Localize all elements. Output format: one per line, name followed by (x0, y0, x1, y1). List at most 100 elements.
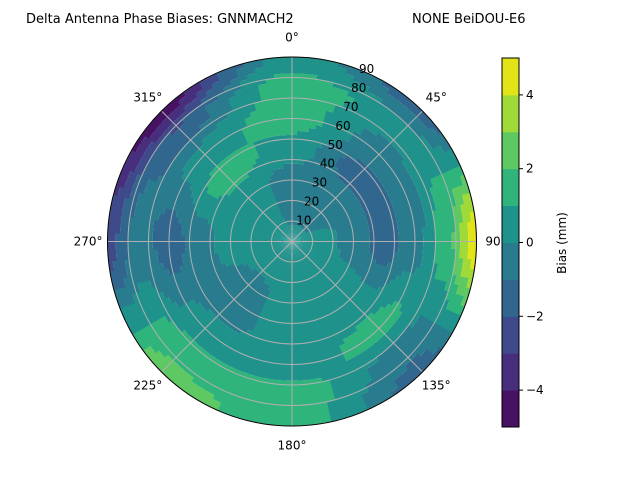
contour-cell (171, 301, 203, 327)
colorbar-band (502, 353, 519, 391)
contour-cell (455, 249, 460, 260)
contour-cell (300, 166, 340, 228)
contour-cell (403, 325, 439, 356)
contour-cell (244, 116, 260, 143)
contour-cell (194, 103, 213, 123)
contour-cell (246, 170, 292, 242)
contour-cell (113, 183, 121, 196)
contour-cell (300, 172, 341, 229)
contour-cell (381, 81, 394, 91)
contour-cell (271, 57, 285, 75)
contour-cell (394, 103, 411, 121)
contour-cell (357, 182, 385, 203)
colorbar-tick-label: 2 (526, 162, 534, 176)
contour-cell (338, 253, 404, 278)
contour-cell (194, 148, 218, 171)
contour-cell (125, 261, 164, 278)
contour-cell (254, 100, 271, 139)
contour-cell (422, 127, 439, 144)
contour-cell (255, 241, 292, 271)
theta-tick-label: 0° (285, 31, 299, 45)
contour-cell (204, 102, 223, 125)
colorbar-band (502, 205, 519, 243)
contour-cell (375, 84, 392, 102)
angular-gridline (291, 241, 423, 373)
contour-cell (334, 156, 347, 170)
contour-cell (444, 291, 464, 308)
contour-cell (141, 166, 161, 183)
contour-cell (305, 195, 358, 233)
contour-cell (316, 110, 335, 149)
contour-cell (292, 231, 337, 242)
contour-cell (161, 263, 236, 299)
contour-cell (422, 240, 436, 250)
contour-cell (181, 113, 203, 136)
contour-cell (351, 131, 378, 163)
contour-cell (343, 161, 368, 187)
contour-cell (368, 343, 383, 359)
contour-cell (252, 162, 292, 242)
contour-cell (367, 76, 386, 97)
contour-cell (216, 161, 241, 187)
contour-cell (346, 165, 372, 190)
contour-cell (351, 330, 370, 352)
contour-cell (445, 300, 465, 318)
chart-title-right: NONE BeiDOU-E6 (412, 12, 526, 27)
contour-cell (386, 179, 416, 199)
contour-cell (137, 191, 199, 217)
contour-cell (298, 140, 343, 227)
contour-cell (241, 126, 261, 160)
contour-cell (386, 261, 417, 276)
contour-cell (123, 267, 170, 287)
contour-cell (212, 271, 261, 318)
contour-cell (285, 221, 292, 242)
contour-cell (413, 122, 430, 139)
contour-cell (381, 347, 408, 376)
contour-cell (272, 169, 289, 226)
contour-cell (376, 285, 457, 335)
contour-cell (271, 380, 286, 426)
contour-cell (281, 57, 293, 74)
contour-cell (396, 212, 426, 226)
contour-cell (466, 278, 473, 291)
contour-cell (224, 276, 266, 329)
contour-cell (292, 241, 350, 420)
contour-cell (460, 174, 468, 187)
contour-cell (188, 108, 206, 128)
contour-cell (190, 353, 217, 387)
contour-cell (131, 140, 142, 153)
contour-cell (291, 241, 301, 381)
contour-cell (174, 263, 250, 308)
contour-cell (234, 241, 292, 267)
theta-tick-label: 45° (426, 90, 447, 104)
contour-cell (453, 213, 464, 226)
contour-cell (309, 202, 362, 233)
contour-cell (365, 364, 394, 402)
contour-cell (285, 134, 293, 164)
contour-cell (361, 192, 390, 211)
contour-cell (292, 241, 330, 383)
contour-cell (455, 223, 460, 234)
contour-cell (408, 148, 457, 181)
contour-cell (309, 79, 327, 130)
contour-cell (220, 274, 264, 325)
contour-cell (206, 187, 221, 199)
contour-cell (400, 270, 447, 292)
contour-cell (249, 241, 292, 269)
contour-cell (149, 151, 173, 171)
contour-cell (252, 59, 266, 70)
contour-cell (292, 226, 301, 242)
contour-cell (262, 57, 276, 80)
chart-title-left: Delta Antenna Phase Biases: GNNMACH2 (26, 12, 294, 27)
contour-cell (156, 246, 187, 257)
contour-cell (362, 316, 386, 340)
contour-cell (157, 328, 189, 358)
contour-cell (461, 212, 472, 225)
contour-cell (264, 241, 292, 285)
contour-cell (240, 283, 270, 334)
theta-tick-label: 315° (133, 90, 162, 104)
contour-cell (178, 122, 197, 141)
contour-cell (190, 385, 207, 402)
contour-cell (133, 207, 160, 222)
contour-cell (410, 321, 448, 351)
